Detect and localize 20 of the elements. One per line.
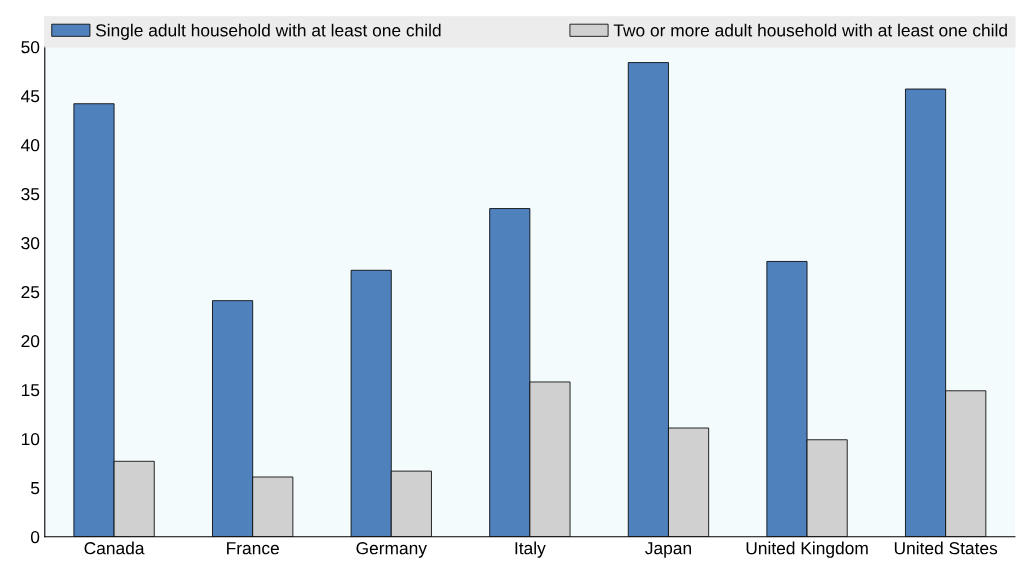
y-tick-label: 10 [21, 432, 40, 446]
y-tick-label: 0 [30, 530, 40, 544]
x-tick-label: France [227, 542, 279, 555]
y-tick-label: 35 [21, 188, 40, 201]
x-tick-label: United Kingdom [746, 541, 868, 558]
x-tick-label: United States [894, 541, 998, 555]
y-tick-label: 25 [21, 285, 40, 299]
y-tick-label: 20 [21, 334, 40, 348]
y-tick-label: 50 [21, 41, 40, 54]
x-tick-label: Canada [84, 541, 145, 555]
legend-label: Two or more adult household with at least one child [613, 23, 1007, 37]
x-tick-label: Germany [356, 542, 427, 558]
y-tick-label: 45 [21, 90, 40, 103]
y-tick-label: 30 [21, 237, 40, 250]
y-tick-label: 5 [30, 482, 40, 495]
x-tick-label: Japan [645, 542, 691, 558]
y-tick-label: 40 [21, 139, 40, 152]
legend-label: Single adult household with at least one child [95, 23, 441, 40]
y-tick-label: 15 [21, 384, 40, 397]
x-tick-label: Italy [515, 541, 546, 558]
